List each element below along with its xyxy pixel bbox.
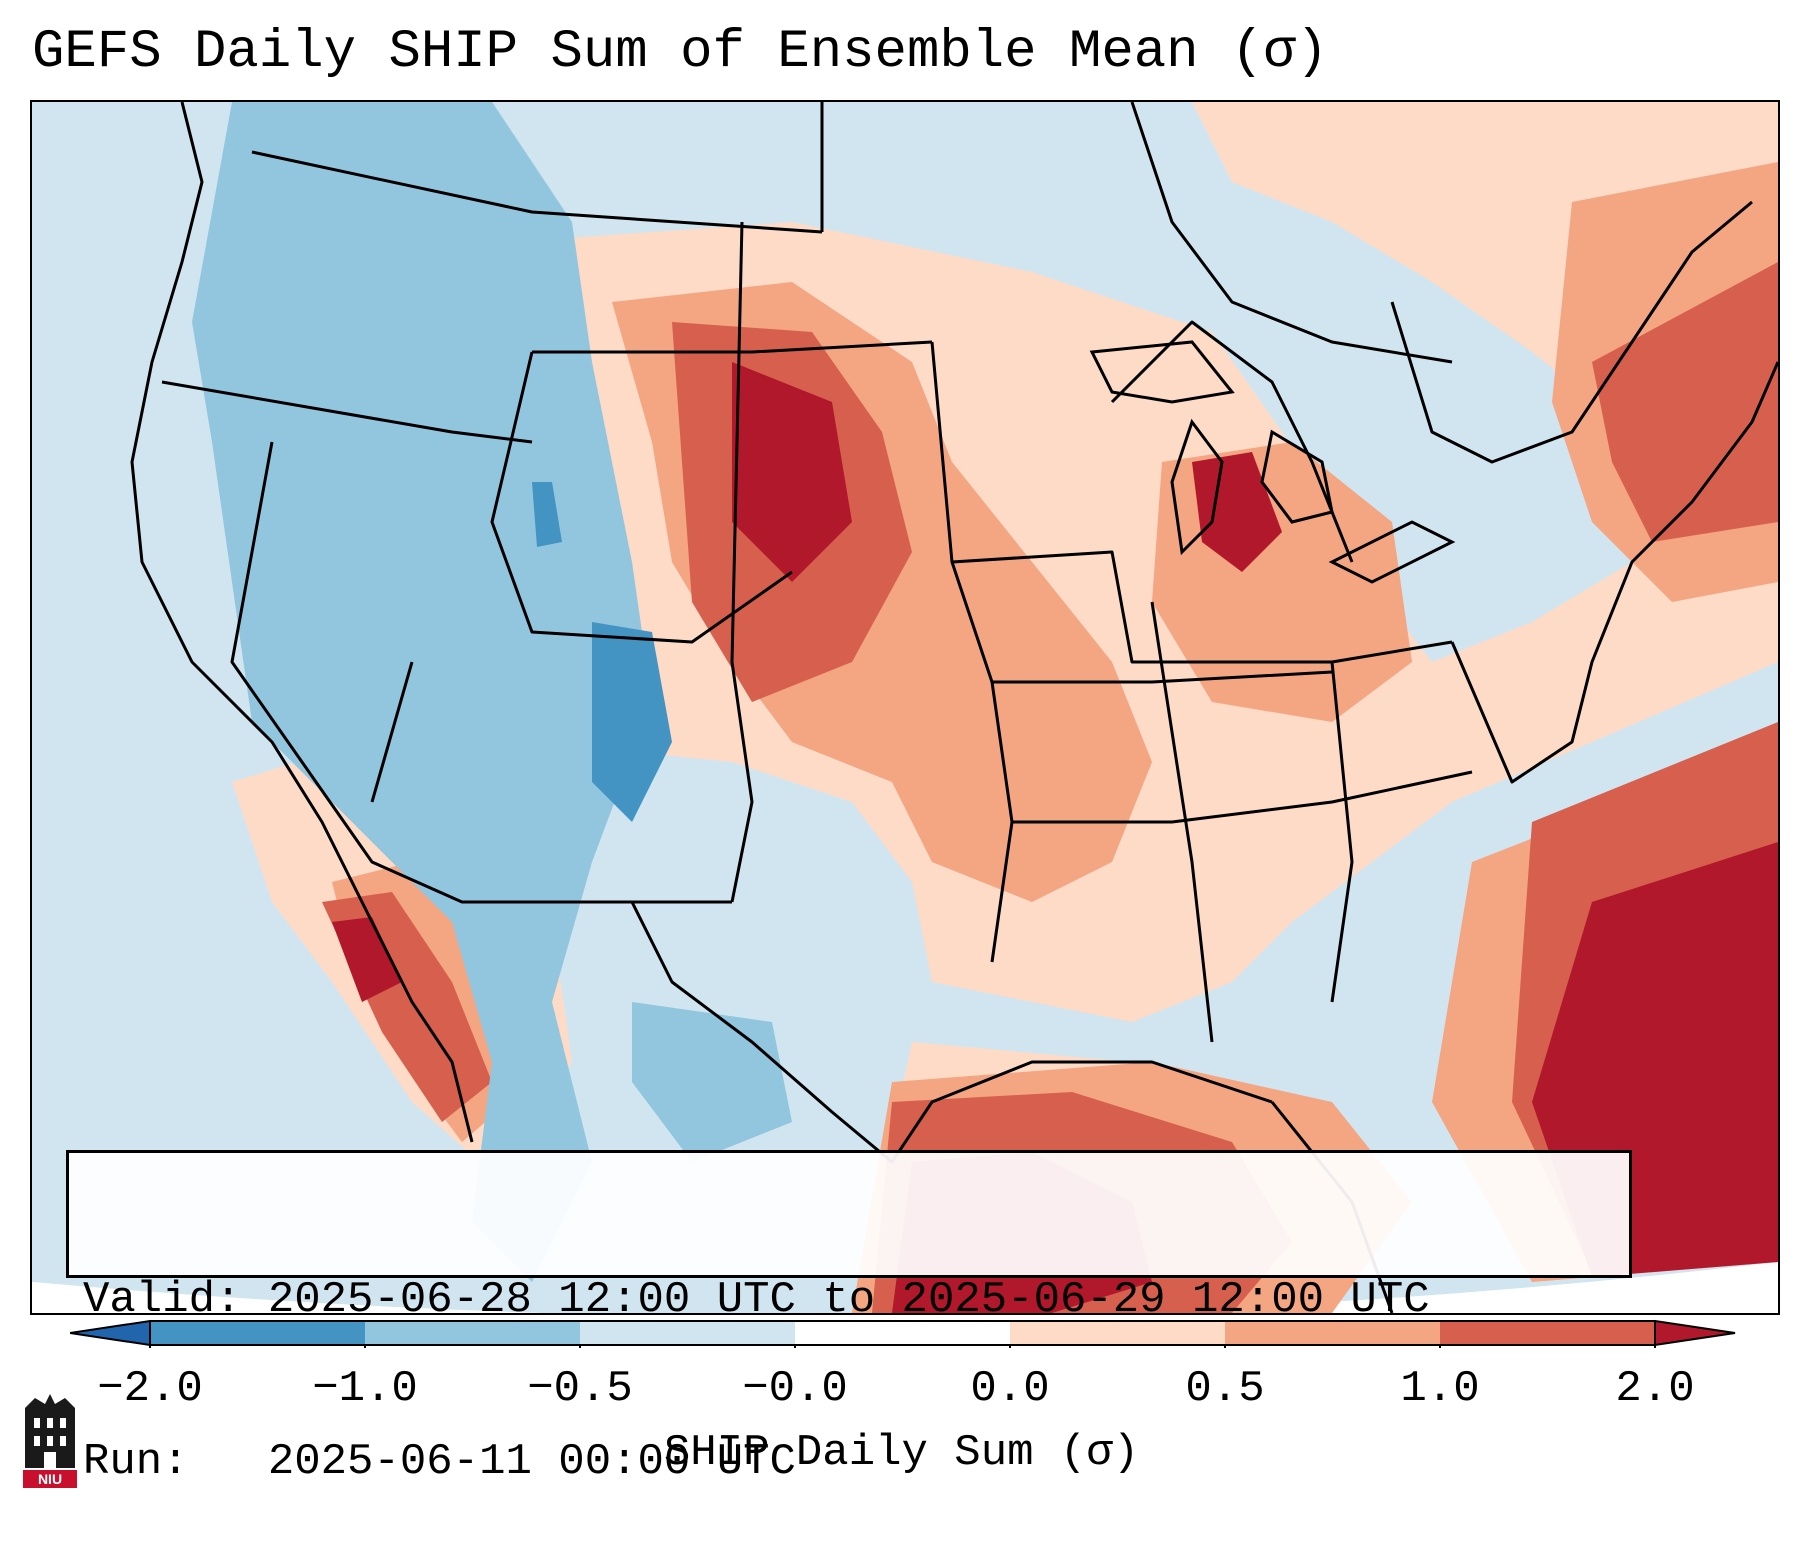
colorbar-bin-1 (150, 1321, 365, 1345)
colorbar-bin-3 (580, 1321, 795, 1345)
colorbar-bin-2 (365, 1321, 580, 1345)
colorbar-outline (149, 1320, 1656, 1346)
run-row: Run: 2025-06-11 00:00 UTC (83, 1435, 1615, 1489)
colorbar-tick-label: 2.0 (1615, 1364, 1695, 1414)
valid-run-info-box: Valid: 2025-06-28 12:00 UTC to 2025-06-2… (66, 1150, 1632, 1487)
run-value: 2025-06-11 00:00 UTC (267, 1437, 796, 1487)
colorbar-tick-label: 0.0 (970, 1364, 1050, 1414)
map-title: GEFS Daily SHIP Sum of Ensemble Mean (σ) (32, 22, 1329, 83)
ship-anomaly-map (30, 100, 1780, 1315)
map-canvas (32, 102, 1778, 1313)
map-outside-domain (32, 1262, 1778, 1313)
colorbar-tick-label: 0.5 (1185, 1364, 1265, 1414)
colorbar-extend-low (70, 1319, 151, 1347)
great-lakes (1089, 340, 1456, 584)
colorbar-tick-label: 1.0 (1400, 1364, 1480, 1414)
colorbar-tick-label: −1.0 (312, 1364, 418, 1414)
colorbar-bin-4 (795, 1321, 1010, 1345)
colorbar-extend-high (1654, 1319, 1736, 1347)
valid-row: Valid: 2025-06-28 12:00 UTC to 2025-06-2… (83, 1273, 1615, 1327)
anomaly-medium-blue (532, 482, 672, 822)
colorbar-axis-label: SHIP Daily Sum (σ) (663, 1428, 1140, 1478)
colorbar-tick-label: −0.5 (527, 1364, 633, 1414)
colorbar-bin-6 (1225, 1321, 1440, 1345)
colorbar-tick-label: −2.0 (97, 1364, 203, 1414)
valid-value: 2025-06-28 12:00 UTC to 2025-06-29 12:00… (267, 1275, 1430, 1325)
colorbar-tick-label: −0.0 (742, 1364, 848, 1414)
colorbar (70, 1319, 1736, 1348)
niu-logo: NIU (23, 1394, 77, 1488)
colorbar-tick-marks (149, 1345, 1656, 1348)
colorbar-bin-5 (1010, 1321, 1225, 1345)
niu-logo-text: NIU (38, 1471, 62, 1487)
valid-label: Valid: (83, 1275, 242, 1325)
run-label: Run: (83, 1437, 189, 1487)
colorbar-bin-7 (1440, 1321, 1655, 1345)
